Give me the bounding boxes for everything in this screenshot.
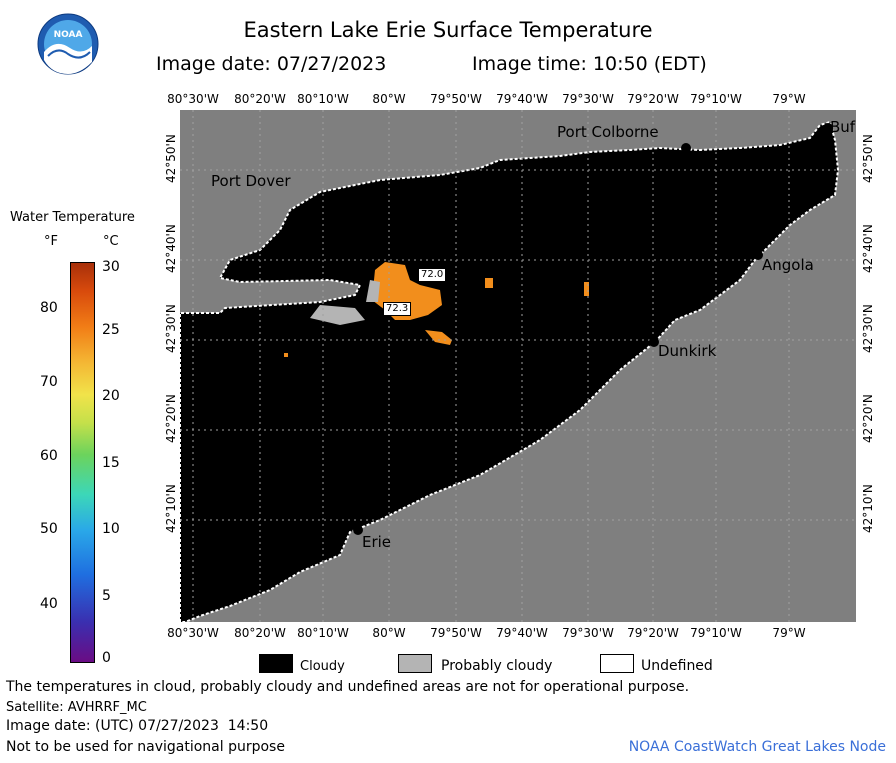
city-label-buffalo: Buf: [830, 118, 856, 136]
celsius-tick: 15: [102, 455, 120, 471]
lon-label: 79°W: [772, 626, 806, 640]
temperature-color-scale: [70, 262, 95, 663]
warm-water-spot: [284, 353, 288, 357]
celsius-tick: 30: [102, 259, 120, 275]
lon-label: 79°10'W: [690, 92, 742, 106]
city-label-erie: Erie: [362, 533, 392, 551]
image-time: Image time: 10:50 (EDT): [472, 53, 707, 75]
lat-label: 42°20'N: [861, 394, 875, 443]
temperature-label: 72.0: [418, 268, 447, 282]
utc-date: Image date: (UTC) 07/27/2023 14:50: [6, 718, 269, 734]
lon-label: 80°W: [372, 92, 406, 106]
lon-label: 80°20'W: [234, 92, 286, 106]
legend-swatch-probably-cloudy: [398, 654, 432, 673]
temperature-label: 72.3: [383, 302, 412, 316]
fahrenheit-tick: 80: [40, 300, 58, 316]
legend-swatch-cloudy: [259, 654, 293, 673]
disclaimer: The temperatures in cloud, probably clou…: [6, 679, 690, 695]
lon-label: 80°W: [372, 626, 406, 640]
city-label-dunkirk: Dunkirk: [658, 342, 717, 360]
city-label-port-dover: Port Dover: [211, 172, 291, 190]
unit-fahrenheit: °F: [44, 234, 58, 249]
noaa-logo: NOAA: [37, 13, 99, 75]
lon-label: 79°20'W: [627, 626, 679, 640]
city-label-port-colborne: Port Colborne: [557, 123, 659, 141]
city-label-angola: Angola: [762, 256, 814, 274]
graticule: [180, 110, 856, 622]
warm-water-spot: [584, 282, 589, 296]
legend-label-probably-cloudy: Probably cloudy: [441, 658, 553, 674]
city-marker-buffalo[interactable]: [823, 123, 833, 133]
fahrenheit-tick: 40: [40, 596, 58, 612]
lon-label: 79°10'W: [690, 626, 742, 640]
lon-label: 79°W: [772, 92, 806, 106]
unit-celsius: °C: [103, 234, 119, 249]
lon-label: 80°10'W: [297, 92, 349, 106]
city-marker-dunkirk[interactable]: [649, 337, 659, 347]
city-marker-angola[interactable]: [753, 250, 763, 260]
lon-label: 80°20'W: [234, 626, 286, 640]
warm-water-patch-2: [425, 330, 452, 345]
legend-label-undefined: Undefined: [641, 658, 713, 674]
lat-label: 42°10'N: [164, 484, 178, 533]
image-date: Image date: 07/27/2023: [156, 53, 387, 75]
lake-cloud-cover: [180, 120, 840, 622]
probably-cloudy-area: [366, 280, 380, 302]
fahrenheit-tick: 50: [40, 521, 58, 537]
lon-label: 80°30'W: [167, 626, 219, 640]
legend-title: Water Temperature: [10, 210, 135, 225]
satellite-info: Satellite: AVHRRF_MC: [6, 700, 147, 715]
lon-label: 80°10'W: [297, 626, 349, 640]
fahrenheit-tick: 60: [40, 448, 58, 464]
legend-swatch-undefined: [600, 654, 634, 673]
lat-label: 42°30'N: [861, 304, 875, 353]
celsius-tick: 0: [102, 650, 111, 666]
probably-cloudy-area: [310, 305, 365, 325]
lon-label: 79°50'W: [430, 92, 482, 106]
legend-label-cloudy: Cloudy: [300, 659, 345, 674]
warm-water-spot: [485, 278, 493, 288]
celsius-tick: 10: [102, 521, 120, 537]
lat-label: 42°10'N: [861, 484, 875, 533]
lat-label: 42°50'N: [164, 134, 178, 183]
lon-label: 79°40'W: [496, 626, 548, 640]
logo-text: NOAA: [54, 30, 83, 40]
lon-label: 79°30'W: [562, 92, 614, 106]
lat-label: 42°40'N: [164, 224, 178, 273]
lon-label: 79°50'W: [430, 626, 482, 640]
map-title: Eastern Lake Erie Surface Temperature: [243, 18, 653, 42]
navigation-warning: Not to be used for navigational purpose: [6, 739, 285, 755]
lon-label: 79°40'W: [496, 92, 548, 106]
fahrenheit-tick: 70: [40, 374, 58, 390]
celsius-tick: 20: [102, 388, 120, 404]
lat-label: 42°40'N: [861, 224, 875, 273]
city-marker-port-colborne[interactable]: [681, 143, 691, 153]
lake-erie-map[interactable]: [180, 110, 856, 622]
lat-label: 42°50'N: [861, 134, 875, 183]
celsius-tick: 25: [102, 322, 120, 338]
lon-label: 79°30'W: [562, 626, 614, 640]
city-marker-erie[interactable]: [353, 525, 363, 535]
lat-label: 42°30'N: [164, 304, 178, 353]
celsius-tick: 5: [102, 588, 111, 604]
lon-label: 79°20'W: [627, 92, 679, 106]
credit[interactable]: NOAA CoastWatch Great Lakes Node: [628, 739, 886, 755]
lon-label: 80°30'W: [167, 92, 219, 106]
lat-label: 42°20'N: [164, 394, 178, 443]
